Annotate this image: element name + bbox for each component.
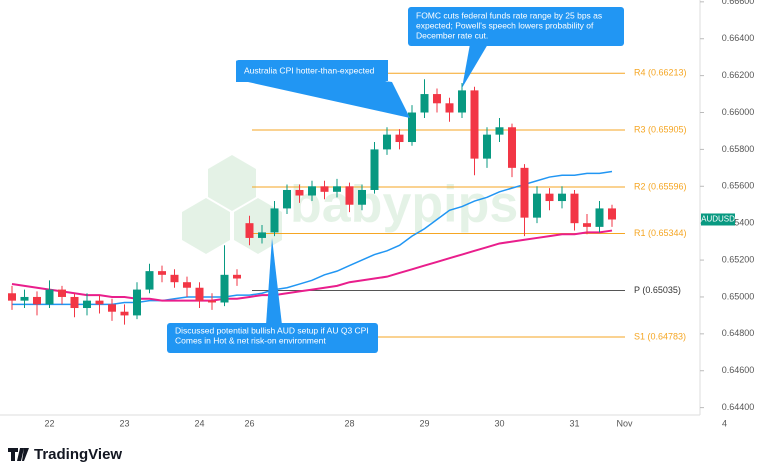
candle-body [470, 90, 479, 159]
candle-body [608, 208, 616, 220]
watermark: babypips [290, 176, 518, 234]
candle-body [370, 149, 379, 190]
candle-body [445, 103, 454, 113]
moving-average [11, 229, 613, 302]
watermark-logo [182, 155, 282, 254]
brand-name: TradingView [34, 446, 122, 463]
candle-body [170, 274, 179, 283]
candle-body [433, 94, 441, 104]
candle-body [583, 223, 591, 227]
candle-body [270, 208, 279, 233]
callout-text: expected; Powell's speech lowers probabi… [416, 20, 594, 30]
candle-body [308, 186, 316, 196]
callouts: Australia CPI hotter-than-expected FOMC c… [167, 7, 624, 353]
candle-body [45, 289, 54, 305]
candle-body [395, 134, 404, 143]
pivot-label: R1 (0.65344) [634, 228, 687, 238]
candle-body [508, 127, 516, 168]
candle-body [533, 193, 541, 218]
candle-body [458, 90, 466, 113]
candle-body [220, 274, 229, 303]
candle-body [108, 304, 116, 312]
x-tick-label: 23 [119, 418, 129, 428]
candle-body [33, 296, 41, 305]
candle-body [333, 186, 341, 192]
callout-pointer [266, 238, 282, 325]
symbol-tag: AUDUSD [701, 215, 735, 224]
candle-body [495, 127, 504, 135]
callout-box [167, 323, 378, 353]
candle-body [595, 208, 604, 227]
x-tick-label: 4 [722, 418, 727, 428]
candle-body [558, 193, 566, 202]
x-tick-label: 28 [344, 418, 354, 428]
candle-body [570, 193, 579, 224]
callout-box [408, 7, 624, 46]
candle-body [245, 223, 254, 238]
candle-body [120, 311, 129, 316]
x-tick-label: 30 [494, 418, 504, 428]
x-tick-label: 22 [44, 418, 54, 428]
y-tick-label: 0.65400 [722, 218, 755, 228]
callout-box [236, 60, 388, 82]
candle-body [158, 271, 166, 275]
y-tick-label: 0.66400 [722, 33, 755, 43]
callout-text: Comes in Hot & net risk-on environment [175, 335, 326, 345]
candle-body [233, 274, 241, 279]
candle-body [258, 232, 266, 238]
price-tag [701, 213, 735, 226]
candle-body [545, 193, 554, 202]
candle-body [295, 189, 304, 196]
candle-body [145, 271, 154, 290]
pivot-label: R2 (0.65596) [634, 181, 687, 191]
x-tick-label: 29 [419, 418, 429, 428]
candle-body [345, 186, 354, 205]
pivot-label: R4 (0.66213) [634, 68, 687, 78]
callout-text: Australia CPI hotter-than-expected [244, 65, 375, 75]
candle-body [95, 300, 104, 305]
x-tick-label: Nov [616, 418, 633, 428]
y-tick-label: 0.65200 [722, 254, 755, 264]
candle-body [70, 296, 79, 309]
candle-body [58, 289, 66, 297]
candle-body [208, 300, 216, 303]
pivot-label: S1 (0.64783) [634, 331, 686, 341]
candle-body [320, 186, 329, 192]
x-tick-label: 31 [569, 418, 579, 428]
callout-text: December rate cut. [416, 30, 488, 40]
callout-text: Discussed potential bullish AUD setup if… [175, 325, 369, 335]
candle-body [83, 300, 91, 309]
brand-logo: TradingView [8, 446, 122, 463]
y-tick-label: 0.66600 [722, 0, 755, 6]
pivot-label: R3 (0.65905) [634, 124, 687, 134]
candle-body [358, 189, 366, 205]
candle-body [183, 282, 191, 288]
y-tick-label: 0.65000 [722, 291, 755, 301]
y-tick-label: 0.66000 [722, 107, 755, 117]
callout-text: FOMC cuts federal funds rate range by 25… [416, 10, 602, 20]
y-tick-label: 0.64800 [722, 328, 755, 338]
candle-body [520, 167, 529, 218]
y-tick-label: 0.65800 [722, 144, 755, 154]
candle-body [8, 293, 16, 301]
candle-body [283, 189, 291, 209]
y-tick-label: 0.66200 [722, 70, 755, 80]
x-tick-label: 26 [244, 418, 254, 428]
candle-body [420, 94, 429, 113]
y-tick-label: 0.64600 [722, 365, 755, 375]
pivot-label: P (0.65035) [634, 285, 681, 295]
y-tick-label: 0.64400 [722, 402, 755, 412]
candle-body [483, 134, 491, 159]
candle-body [195, 287, 204, 301]
candle-body [383, 134, 391, 150]
candle-body [20, 296, 29, 301]
y-tick-label: 0.65600 [722, 181, 755, 191]
candle-body [408, 112, 416, 143]
callout-pointer [462, 44, 488, 88]
candle-body [133, 289, 141, 316]
x-tick-label: 24 [194, 418, 204, 428]
